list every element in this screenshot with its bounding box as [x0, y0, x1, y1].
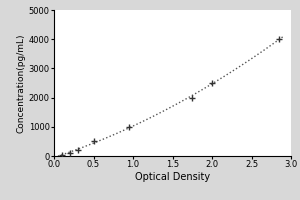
X-axis label: Optical Density: Optical Density [135, 172, 210, 182]
Y-axis label: Concentration(pg/mL): Concentration(pg/mL) [17, 33, 26, 133]
